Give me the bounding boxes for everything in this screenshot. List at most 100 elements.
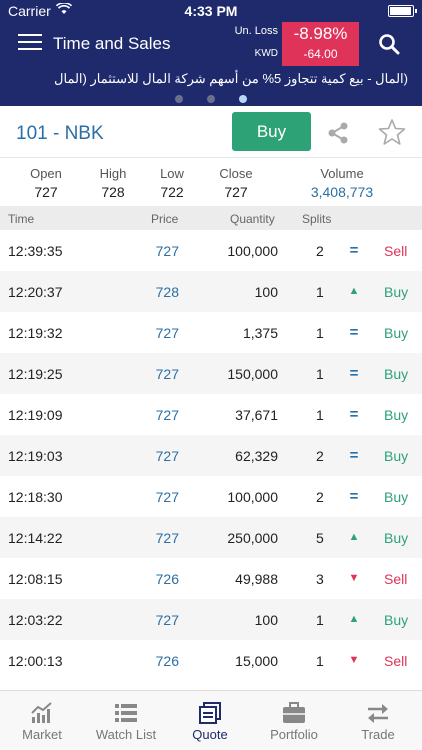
- trade-splits: 2: [316, 489, 324, 505]
- trade-price: 726: [155, 653, 179, 669]
- trade-side: Buy: [384, 612, 409, 628]
- trade-quantity: 49,988: [235, 571, 278, 587]
- trade-splits: 1: [316, 325, 324, 341]
- trade-side: Buy: [384, 325, 409, 341]
- share-icon[interactable]: [326, 121, 350, 145]
- table-row: 12:19:09 727 37,671 1 = Buy: [0, 394, 422, 435]
- tab-label: Quote: [192, 727, 228, 742]
- table-row: 12:14:22 727 250,000 5 ▲ Buy: [0, 517, 422, 558]
- trade-side: Buy: [384, 448, 409, 464]
- equal-icon: =: [349, 242, 359, 259]
- up-triangle-icon: ▲: [348, 285, 360, 297]
- column-header-price: Price: [151, 212, 179, 226]
- carrier-label: Carrier: [8, 3, 51, 19]
- stat-value: 3,408,773: [310, 184, 374, 200]
- tab-bar: Market Watch List Quote Portfolio Trade: [0, 690, 422, 750]
- trade-side: Buy: [384, 366, 409, 382]
- trade-splits: 2: [316, 243, 324, 259]
- trades-table-header: Time Price Quantity Splits: [0, 206, 422, 230]
- tab-trade[interactable]: Trade: [336, 691, 420, 750]
- trade-splits: 3: [316, 571, 324, 587]
- trade-time: 12:19:32: [8, 325, 63, 341]
- change-value: -64.00: [303, 47, 338, 61]
- trade-time: 12:18:30: [8, 489, 63, 505]
- trade-quantity: 15,000: [235, 653, 278, 669]
- trade-price: 727: [155, 407, 179, 423]
- column-header-quantity: Quantity: [230, 212, 275, 226]
- low-stat: Low 722: [152, 166, 192, 200]
- trade-price: 727: [155, 448, 179, 464]
- trade-time: 12:19:25: [8, 366, 63, 382]
- trade-price: 727: [155, 489, 179, 505]
- equal-icon: =: [349, 447, 359, 464]
- status-bar: Carrier 4:33 PM: [0, 0, 422, 22]
- table-row: 12:19:32 727 1,375 1 = Buy: [0, 312, 422, 353]
- table-row: 12:18:30 727 100,000 2 = Buy: [0, 476, 422, 517]
- table-row: 12:00:13 726 15,000 1 ▼ Sell: [0, 640, 422, 681]
- page-title: Time and Sales: [53, 34, 171, 53]
- table-row: 12:20:37 728 100 1 ▲ Buy: [0, 271, 422, 312]
- search-icon[interactable]: [378, 33, 400, 55]
- tab-label: Portfolio: [270, 727, 318, 742]
- page-dot[interactable]: [175, 95, 183, 103]
- trade-price: 727: [155, 325, 179, 341]
- equal-icon: =: [349, 488, 359, 505]
- trades-list[interactable]: 12:39:35 727 100,000 2 = Sell 12:20:37 7…: [0, 230, 422, 690]
- page-dot[interactable]: [207, 95, 215, 103]
- equal-icon: =: [349, 365, 359, 382]
- tab-market[interactable]: Market: [0, 691, 84, 750]
- volume-stat: Volume 3,408,773: [300, 166, 384, 200]
- buy-button[interactable]: Buy: [232, 112, 311, 151]
- table-row: 12:19:03 727 62,329 2 = Buy: [0, 435, 422, 476]
- high-stat: High 728: [93, 166, 133, 200]
- trade-splits: 1: [316, 284, 324, 300]
- symbol-header: 101 - NBK Buy: [0, 106, 422, 158]
- trade-splits: 1: [316, 407, 324, 423]
- stat-label: Close: [219, 166, 253, 181]
- news-ticker[interactable]: (المال - بيع كمية تتجاوز 5% من أسهم شركة…: [0, 66, 422, 106]
- menu-icon[interactable]: [18, 34, 42, 52]
- tab-portfolio[interactable]: Portfolio: [252, 691, 336, 750]
- tab-quote[interactable]: Quote: [168, 691, 252, 750]
- symbol-name[interactable]: 101 - NBK: [16, 123, 104, 144]
- clock: 4:33 PM: [184, 3, 238, 19]
- favorite-star-icon[interactable]: [378, 118, 406, 146]
- nav-bar: Time and Sales Un. Loss KWD -8.98% -64.0…: [0, 22, 422, 66]
- trade-quantity: 62,329: [235, 448, 278, 464]
- trade-quantity: 100,000: [227, 243, 278, 259]
- page-indicator[interactable]: [0, 95, 422, 103]
- page-dot-active[interactable]: [239, 95, 247, 103]
- stat-label: Low: [160, 166, 184, 181]
- up-triangle-icon: ▲: [348, 531, 360, 543]
- trade-side: Sell: [384, 653, 408, 669]
- list-icon: [114, 701, 138, 725]
- table-row: 12:03:22 727 100 1 ▲ Buy: [0, 599, 422, 640]
- trade-price: 727: [155, 530, 179, 546]
- wifi-icon: [55, 2, 73, 18]
- up-triangle-icon: ▲: [348, 613, 360, 625]
- column-header-splits: Splits: [302, 212, 332, 226]
- trade-time: 12:20:37: [8, 284, 63, 300]
- equal-icon: =: [349, 406, 359, 423]
- close-stat: Close 727: [214, 166, 258, 200]
- column-header-time: Time: [8, 212, 35, 226]
- news-headline[interactable]: (المال - بيع كمية تتجاوز 5% من أسهم شركة…: [54, 71, 408, 86]
- trade-splits: 1: [316, 653, 324, 669]
- market-chart-icon: [30, 701, 54, 725]
- tab-label: Market: [22, 727, 62, 742]
- trade-side: Buy: [384, 284, 409, 300]
- briefcase-icon: [282, 701, 306, 725]
- price-summary: Open 727 High 728 Low 722 Close 727 Volu…: [0, 158, 422, 204]
- trade-quantity: 100: [254, 284, 278, 300]
- tab-label: Trade: [361, 727, 395, 742]
- table-row: 12:19:25 727 150,000 1 = Buy: [0, 353, 422, 394]
- trade-time: 12:19:03: [8, 448, 63, 464]
- stat-label: Volume: [320, 166, 364, 181]
- trade-quantity: 100: [254, 612, 278, 628]
- trade-price: 727: [155, 366, 179, 382]
- trade-quantity: 100,000: [227, 489, 278, 505]
- change-percent: -8.98%: [293, 24, 348, 43]
- trade-splits: 1: [316, 366, 324, 382]
- trade-arrows-icon: [366, 701, 390, 725]
- tab-watch-list[interactable]: Watch List: [84, 691, 168, 750]
